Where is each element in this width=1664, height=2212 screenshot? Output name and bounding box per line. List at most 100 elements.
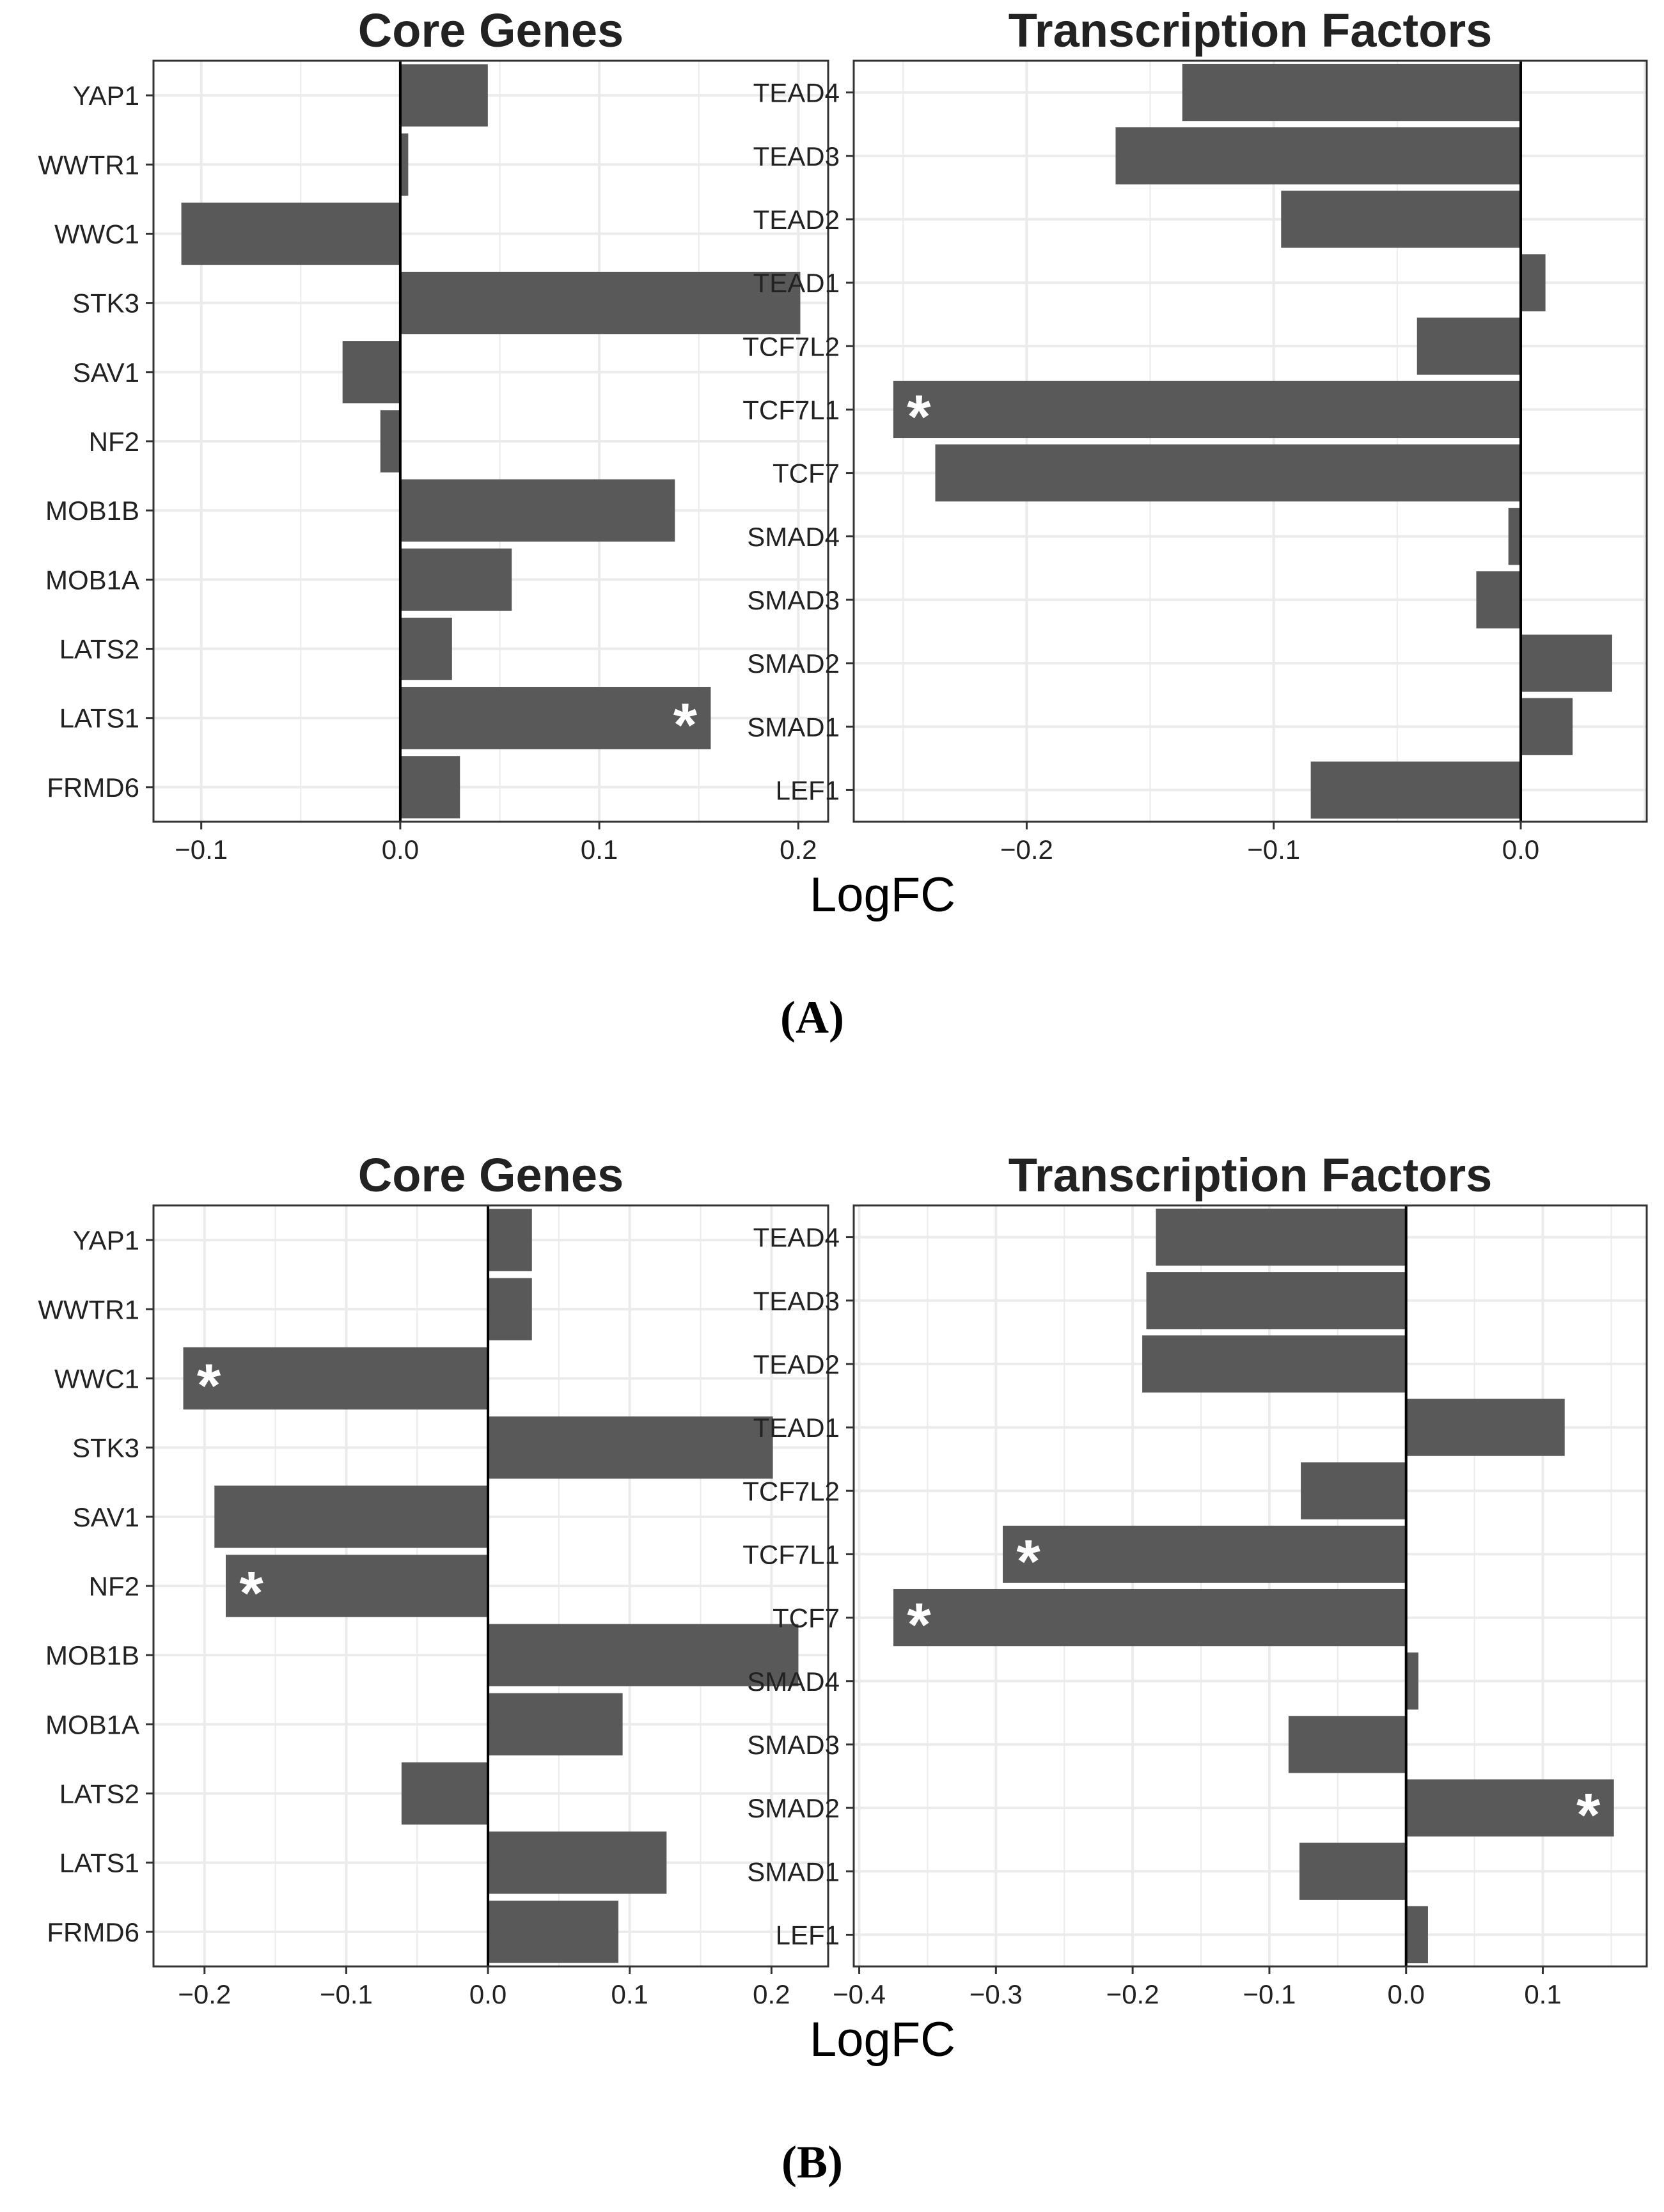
bar-nf2 xyxy=(226,1555,489,1617)
bar-mob1a xyxy=(488,1693,623,1756)
significance-star: * xyxy=(1576,1781,1601,1849)
x-tick-label: −0.2 xyxy=(1106,1979,1159,2009)
chart-3: * * YAP1 WWTR1 WWC1 STK3 SAV1 NF2 MOB1B MOB1A LATS… xyxy=(38,1149,829,2009)
y-tick-label: SMAD3 xyxy=(747,1730,840,1760)
bar-mob1a xyxy=(400,548,512,611)
x-tick-label: −0.4 xyxy=(833,1979,886,2009)
bar-tcf7 xyxy=(893,1588,1406,1647)
bar-smad2 xyxy=(1520,634,1612,692)
x-tick-label: −0.3 xyxy=(969,1979,1023,2009)
y-tick-label: STK3 xyxy=(72,1433,139,1463)
y-tick-label: LATS1 xyxy=(59,1848,139,1878)
y-tick-label: TCF7 xyxy=(773,1603,840,1633)
bar-wwtr1 xyxy=(488,1278,532,1340)
y-tick-label: TEAD2 xyxy=(753,205,840,235)
plot-frame xyxy=(852,59,1648,823)
y-tick-label: SMAD1 xyxy=(747,712,840,742)
plot-background xyxy=(854,1205,1647,1966)
chart-title: Transcription Factors xyxy=(1009,4,1493,57)
bar-stk3 xyxy=(488,1416,773,1479)
bar-tead3 xyxy=(1115,127,1521,185)
bar-lats1 xyxy=(488,1832,667,1894)
y-tick-label: MOB1B xyxy=(45,496,139,526)
bar-tead1 xyxy=(1520,254,1546,311)
chart-2: * TEAD4 TEAD3 TEAD2 TEAD1 TCF7L2 TCF7L1 TCF7 SMA… xyxy=(742,4,1648,865)
y-tick-label: TCF7L2 xyxy=(742,1476,840,1506)
plot-frame xyxy=(852,1204,1648,1968)
x-tick-label: −0.1 xyxy=(1247,835,1300,865)
y-tick-label: TCF7L2 xyxy=(742,331,840,361)
y-tick-label: SMAD4 xyxy=(747,522,840,552)
y-tick-label: NF2 xyxy=(89,427,139,457)
bar-lats2 xyxy=(401,1762,489,1825)
y-tick-label: WWTR1 xyxy=(38,150,139,180)
bar-wwc1 xyxy=(181,202,400,265)
x-tick-label: −0.2 xyxy=(1000,835,1053,865)
chart-title: Transcription Factors xyxy=(1009,1149,1493,1202)
y-tick-label: SMAD2 xyxy=(747,1793,840,1823)
bar-mob1b xyxy=(488,1624,799,1686)
bar-smad2 xyxy=(1406,1779,1614,1837)
y-tick-label: WWC1 xyxy=(54,1363,139,1393)
bar-mob1b xyxy=(400,479,675,542)
x-tick-label: 0.0 xyxy=(1388,1979,1425,2009)
y-tick-label: SAV1 xyxy=(73,357,139,388)
y-tick-label: TEAD1 xyxy=(753,268,840,298)
bar-lats1 xyxy=(400,687,711,749)
chart-title: Core Genes xyxy=(358,4,624,57)
bar-sav1 xyxy=(342,341,400,404)
bar-tcf7l1 xyxy=(1003,1525,1406,1583)
bar-frmd6 xyxy=(400,756,460,819)
x-axis-title-b: LogFC xyxy=(810,2012,955,2067)
y-tick-label: LATS2 xyxy=(59,1779,139,1809)
bar-tcf7l1 xyxy=(893,380,1521,439)
bar-smad3 xyxy=(1476,571,1521,629)
bar-lats2 xyxy=(400,617,452,680)
x-tick-label: 0.0 xyxy=(382,835,419,865)
x-tick-label: 0.1 xyxy=(581,835,618,865)
x-tick-label: 0.0 xyxy=(1502,835,1539,865)
x-tick-label: 0.2 xyxy=(780,835,817,865)
y-tick-label: SAV1 xyxy=(73,1502,139,1532)
x-tick-label: 0.1 xyxy=(611,1979,648,2009)
y-tick-label: NF2 xyxy=(89,1571,139,1601)
bar-tcf7 xyxy=(935,444,1521,502)
x-tick-label: −0.2 xyxy=(178,1979,231,2009)
bar-tead3 xyxy=(1146,1272,1406,1330)
y-tick-label: SMAD4 xyxy=(747,1667,840,1697)
significance-star: * xyxy=(907,382,931,451)
significance-star: * xyxy=(907,1591,931,1659)
panel-label-b: (B) xyxy=(781,2137,843,2188)
x-tick-label: 0.1 xyxy=(1524,1979,1561,2009)
bar-sav1 xyxy=(214,1486,489,1548)
y-tick-label: WWC1 xyxy=(54,219,139,249)
bar-tead4 xyxy=(1182,63,1521,122)
y-tick-label: SMAD3 xyxy=(747,585,840,615)
y-tick-label: TEAD1 xyxy=(753,1413,840,1443)
bar-yap1 xyxy=(488,1209,532,1271)
y-tick-label: LATS2 xyxy=(59,634,139,664)
x-tick-label: 0.2 xyxy=(753,1979,790,2009)
bar-smad1 xyxy=(1299,1842,1406,1900)
y-tick-label: MOB1A xyxy=(45,1709,139,1739)
significance-star: * xyxy=(1016,1527,1040,1596)
chart-title: Core Genes xyxy=(358,1149,624,1202)
x-axis-title-a: LogFC xyxy=(810,868,955,922)
chart-4: * * * TEAD4 TEAD3 TEAD2 TEAD1 TCF7L2 TCF7L1 TCF7 S… xyxy=(742,1149,1648,2009)
plot-background xyxy=(854,61,1647,822)
y-tick-label: YAP1 xyxy=(73,1225,139,1255)
bar-smad3 xyxy=(1288,1716,1406,1773)
y-tick-label: LATS1 xyxy=(59,703,139,733)
bar-yap1 xyxy=(400,64,488,127)
bar-smad4 xyxy=(1508,508,1521,565)
bar-lef1 xyxy=(1406,1906,1428,1964)
y-tick-label: TEAD3 xyxy=(753,1286,840,1316)
y-tick-label: LEF1 xyxy=(776,775,840,805)
y-tick-label: TCF7 xyxy=(773,459,840,489)
bar-tead4 xyxy=(1156,1208,1406,1266)
significance-star: * xyxy=(239,1559,263,1628)
y-tick-label: STK3 xyxy=(72,288,139,318)
chart-1: * YAP1 WWTR1 WWC1 STK3 SAV1 NF2 MOB1B MOB1A LATS2… xyxy=(38,4,829,865)
y-tick-label: MOB1B xyxy=(45,1640,139,1670)
